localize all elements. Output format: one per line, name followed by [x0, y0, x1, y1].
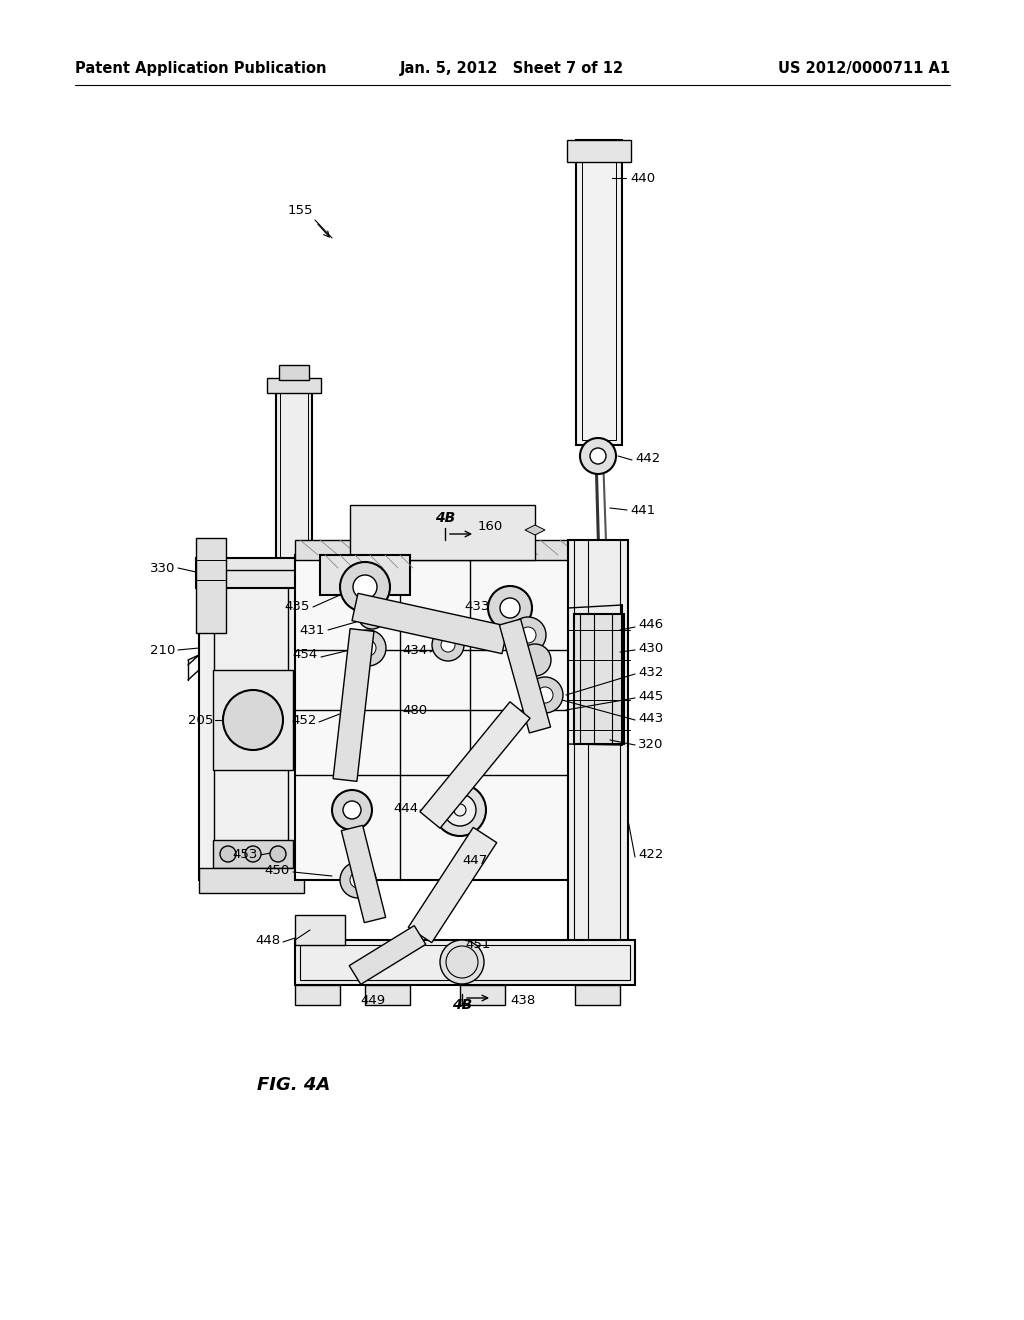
Bar [575, 140, 622, 445]
Circle shape [332, 789, 372, 830]
Bar [582, 145, 616, 440]
Text: 453: 453 [232, 849, 258, 862]
Text: 434: 434 [402, 644, 428, 656]
Bar [279, 366, 309, 380]
Bar [276, 380, 312, 601]
Circle shape [580, 438, 616, 474]
Bar [213, 840, 293, 869]
Bar [267, 378, 321, 393]
Text: 330: 330 [150, 561, 175, 574]
Circle shape [537, 686, 553, 704]
Text: 442: 442 [635, 451, 660, 465]
Bar [574, 614, 624, 744]
Polygon shape [341, 825, 386, 923]
Polygon shape [420, 702, 530, 828]
Bar [300, 945, 630, 979]
Text: 435: 435 [285, 601, 310, 614]
Text: 452: 452 [292, 714, 317, 726]
Bar [199, 869, 304, 894]
Text: 430: 430 [638, 642, 664, 655]
Bar [460, 985, 505, 1005]
Text: 445: 445 [638, 689, 664, 702]
Text: 480: 480 [402, 704, 427, 717]
Text: 4B: 4B [435, 511, 455, 525]
Text: 320: 320 [638, 738, 664, 751]
Text: 155: 155 [288, 203, 313, 216]
Text: 447: 447 [462, 854, 487, 866]
Circle shape [340, 862, 376, 898]
Text: 454: 454 [293, 648, 318, 661]
Bar [568, 540, 628, 979]
Text: Jan. 5, 2012   Sheet 7 of 12: Jan. 5, 2012 Sheet 7 of 12 [400, 61, 624, 75]
Bar [567, 140, 631, 162]
Bar [196, 539, 226, 634]
Bar [295, 915, 345, 945]
Circle shape [434, 784, 486, 836]
Polygon shape [349, 925, 426, 985]
Text: 160: 160 [478, 520, 503, 533]
Circle shape [343, 801, 361, 818]
Circle shape [432, 630, 464, 661]
Text: 449: 449 [360, 994, 385, 1006]
Bar [295, 940, 635, 985]
Circle shape [340, 562, 390, 612]
Circle shape [440, 940, 484, 983]
Circle shape [220, 846, 236, 862]
Circle shape [350, 630, 386, 667]
Bar [365, 985, 410, 1005]
Circle shape [223, 690, 283, 750]
Circle shape [366, 609, 378, 620]
Circle shape [360, 640, 376, 656]
Circle shape [527, 677, 563, 713]
Circle shape [441, 638, 455, 652]
Circle shape [350, 873, 366, 888]
Bar [350, 506, 535, 560]
Text: 451: 451 [465, 937, 490, 950]
Text: 448: 448 [255, 933, 280, 946]
Circle shape [519, 644, 551, 676]
Circle shape [488, 586, 532, 630]
Text: 440: 440 [630, 172, 655, 185]
Bar [295, 540, 575, 560]
Polygon shape [409, 828, 497, 942]
Text: 438: 438 [510, 994, 536, 1006]
Circle shape [270, 846, 286, 862]
Circle shape [510, 616, 546, 653]
Circle shape [590, 447, 606, 465]
Circle shape [353, 576, 377, 599]
Bar [196, 558, 304, 587]
Bar [213, 671, 293, 770]
Text: 432: 432 [638, 665, 664, 678]
Text: 443: 443 [638, 711, 664, 725]
Text: 210: 210 [150, 644, 175, 656]
Text: US 2012/0000711 A1: US 2012/0000711 A1 [778, 61, 950, 75]
Bar [295, 985, 340, 1005]
Circle shape [245, 846, 261, 862]
Text: 444: 444 [393, 801, 418, 814]
Bar [280, 384, 308, 597]
Text: 433: 433 [465, 601, 490, 614]
Circle shape [500, 598, 520, 618]
Text: 446: 446 [638, 619, 664, 631]
Polygon shape [333, 628, 374, 781]
Polygon shape [525, 525, 545, 535]
Text: FIG. 4A: FIG. 4A [257, 1076, 331, 1094]
Circle shape [444, 795, 476, 826]
Circle shape [358, 601, 386, 630]
Text: 431: 431 [300, 623, 325, 636]
Bar [199, 570, 304, 880]
Polygon shape [352, 593, 508, 653]
Text: 422: 422 [638, 849, 664, 862]
Bar [319, 554, 410, 595]
Text: 450: 450 [265, 863, 290, 876]
Circle shape [520, 627, 536, 643]
Polygon shape [500, 619, 551, 733]
Text: 441: 441 [630, 503, 655, 516]
Bar [295, 554, 575, 880]
Bar [575, 985, 620, 1005]
Text: 4B: 4B [452, 998, 472, 1012]
Text: 205: 205 [187, 714, 213, 726]
Text: Patent Application Publication: Patent Application Publication [75, 61, 327, 75]
